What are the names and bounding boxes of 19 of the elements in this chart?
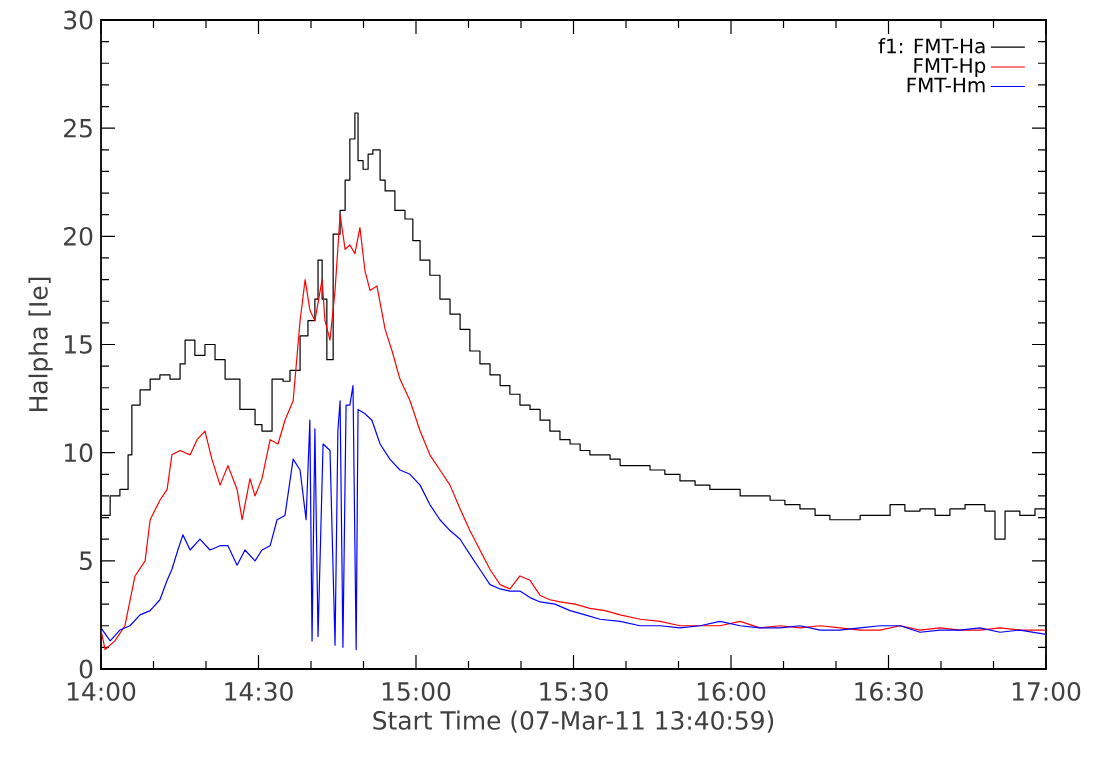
- x-tick-label: 15:00: [382, 682, 451, 701]
- x-tick-label: 16:30: [855, 682, 923, 701]
- y-tick-label: 30: [64, 10, 93, 30]
- legend-label: FMT-Hm: [907, 77, 985, 93]
- y-tick-label: 5: [80, 551, 92, 571]
- x-tick-label: 17:00: [1012, 682, 1081, 701]
- y-axis-title: Halpha [Ie]: [28, 277, 53, 411]
- x-tick-label: 16:00: [697, 682, 766, 701]
- y-tick-label: 25: [64, 118, 92, 138]
- legend-label: f1: FMT-Ha: [878, 38, 985, 54]
- y-tick-label: 15: [65, 335, 92, 354]
- x-tick-label: 14:00: [67, 682, 136, 701]
- x-tick-label: 14:30: [225, 682, 293, 701]
- y-tick-label: 20: [64, 226, 93, 246]
- y-tick-label: 0: [79, 659, 93, 679]
- x-axis-title: Start Time (07-Mar-11 13:40:59): [373, 710, 774, 733]
- legend-label: FMT-Hp: [914, 58, 986, 77]
- y-tick-label: 10: [65, 443, 93, 463]
- x-tick-label: 15:30: [540, 682, 608, 701]
